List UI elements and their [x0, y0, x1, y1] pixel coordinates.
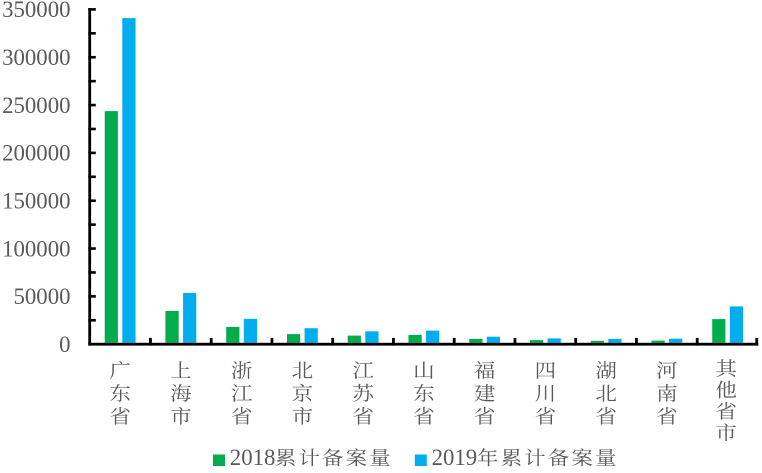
svg-text:0: 0	[59, 332, 70, 357]
svg-text:350000: 350000	[2, 0, 70, 22]
svg-text:2018: 2018	[230, 445, 276, 470]
svg-text:200000: 200000	[2, 141, 70, 166]
svg-text:150000: 150000	[2, 189, 70, 214]
svg-text:300000: 300000	[2, 45, 70, 70]
svg-text:100000: 100000	[2, 236, 70, 261]
svg-text:50000: 50000	[14, 284, 71, 309]
svg-text:2019: 2019	[432, 445, 478, 470]
svg-text:250000: 250000	[2, 93, 70, 118]
